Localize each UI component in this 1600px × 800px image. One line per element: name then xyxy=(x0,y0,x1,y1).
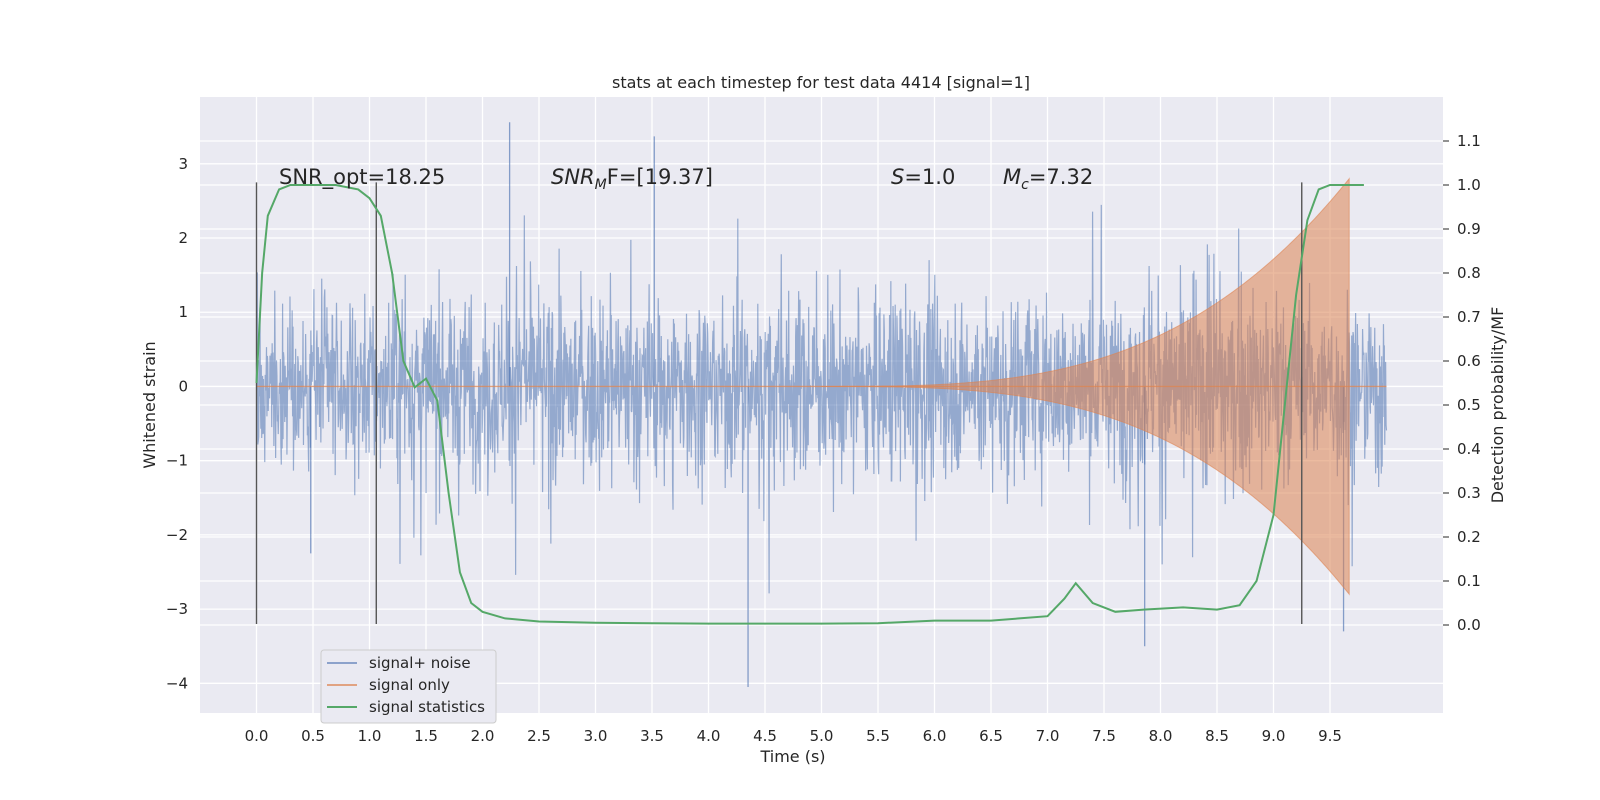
annotation-mc-value: =7.32 xyxy=(1029,165,1093,189)
series-signal-statistics xyxy=(255,184,1364,625)
x-tick-label: 1.5 xyxy=(414,727,438,745)
y-tick-label: 0 xyxy=(178,377,188,395)
x-tick-label: 5.5 xyxy=(866,727,890,745)
x-tick-label: 8.5 xyxy=(1205,727,1229,745)
annotation-mc-subscript: c xyxy=(1021,177,1029,193)
legend-label-signal-statistics: signal statistics xyxy=(369,698,485,716)
x-axis-label: Time (s) xyxy=(759,747,825,766)
chart-title: stats at each timestep for test data 441… xyxy=(612,73,1030,92)
annotation-snr-mf-subscript: M xyxy=(595,177,607,193)
x-tick-label: 9.5 xyxy=(1318,727,1342,745)
right-y-tick-label: 1.1 xyxy=(1457,132,1481,150)
x-tick-label: 2.5 xyxy=(527,727,551,745)
right-y-axis-label: Detection probability/MF xyxy=(1488,307,1507,504)
right-y-tick-label: 0.2 xyxy=(1457,528,1481,546)
right-y-tick-label: 0.5 xyxy=(1457,396,1481,414)
x-tick-label: 5.0 xyxy=(810,727,834,745)
x-tick-label: 7.5 xyxy=(1092,727,1116,745)
x-tick-label: 2.0 xyxy=(471,727,495,745)
x-tick-label: 1.0 xyxy=(358,727,382,745)
right-y-tick-label: 0.9 xyxy=(1457,220,1481,238)
right-y-tick-label: 0.3 xyxy=(1457,484,1481,502)
y-axis-label: Whitened strain xyxy=(140,341,159,468)
annotation-mc: Mc=7.32 xyxy=(1003,165,1093,193)
x-tick-label: 6.0 xyxy=(923,727,947,745)
y-tick-label: 3 xyxy=(178,155,188,173)
x-tick-label: 3.5 xyxy=(640,727,664,745)
legend-label-signal-only: signal only xyxy=(369,676,450,694)
x-tick-label: 0.0 xyxy=(245,727,269,745)
legend-label-signal-noise: signal+ noise xyxy=(369,654,471,672)
annotation-snr-opt: SNR_opt=18.25 xyxy=(279,165,445,190)
right-y-tick-label: 0.4 xyxy=(1457,440,1481,458)
series-signal-only xyxy=(256,177,1387,596)
legend: signal+ noise signal only signal statist… xyxy=(320,649,497,724)
x-tick-label: 6.5 xyxy=(979,727,1003,745)
annotation-mc-symbol: M xyxy=(1003,165,1021,189)
y-tick-label: 2 xyxy=(178,229,188,247)
right-y-tick-label: 0.8 xyxy=(1457,264,1481,282)
x-tick-label: 8.0 xyxy=(1149,727,1173,745)
right-y-tick-label: 0.6 xyxy=(1457,352,1481,370)
plot-area xyxy=(200,97,1443,713)
x-tick-label: 9.0 xyxy=(1262,727,1286,745)
x-tick-label: 7.0 xyxy=(1036,727,1060,745)
right-y-axis-ticks: 0.0 0.1 0.2 0.3 0.4 0.5 0.6 0.7 0.8 0.9 1.0 1.1 xyxy=(1443,132,1481,634)
y-tick-label: 1 xyxy=(178,303,188,321)
annotations: SNR_opt=18.25 SNRMF=[19.37] S=1.0 Mc=7.3… xyxy=(279,165,1093,193)
y-tick-label: −1 xyxy=(166,452,188,470)
annotation-snr-mf-base: SNR xyxy=(551,165,595,189)
right-y-tick-label: 1.0 xyxy=(1457,176,1481,194)
statistics-line xyxy=(255,184,1364,625)
annotation-s-symbol: S xyxy=(891,165,904,189)
annotation-s: S=1.0 xyxy=(891,165,955,189)
right-y-tick-label: 0.7 xyxy=(1457,308,1481,326)
legend-box xyxy=(320,649,497,724)
right-y-tick-label: 0.0 xyxy=(1457,616,1481,634)
y-tick-label: −4 xyxy=(166,674,188,692)
x-axis-ticks: 0.0 0.5 1.0 1.5 2.0 2.5 3.0 3.5 4.0 4.5 5.0 5.5 6.0 6… xyxy=(245,727,1342,745)
y-axis-ticks: −4 −3 −2 −1 0 1 2 3 xyxy=(166,155,188,693)
x-tick-label: 4.5 xyxy=(753,727,777,745)
y-tick-label: −3 xyxy=(166,600,188,618)
x-tick-label: 0.5 xyxy=(301,727,325,745)
x-tick-label: 3.0 xyxy=(584,727,608,745)
y-tick-label: −2 xyxy=(166,526,188,544)
annotation-snr-mf-rest: F=[19.37] xyxy=(607,165,713,189)
signal-chirp xyxy=(821,177,1350,596)
annotation-s-value: =1.0 xyxy=(904,165,955,189)
right-y-tick-label: 0.1 xyxy=(1457,572,1481,590)
annotation-snr-mf: SNRMF=[19.37] xyxy=(551,165,713,193)
x-tick-label: 4.0 xyxy=(697,727,721,745)
